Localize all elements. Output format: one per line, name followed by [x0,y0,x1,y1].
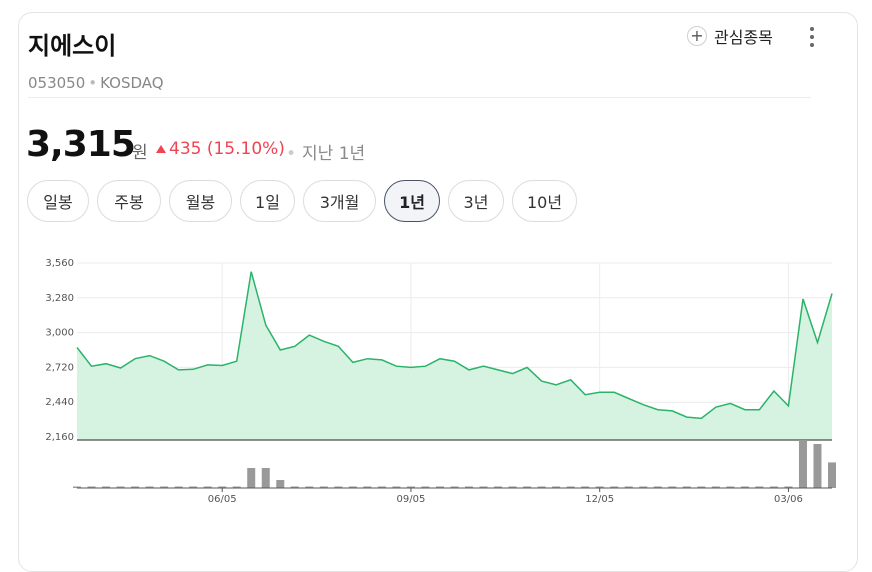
volume-bar [479,486,488,488]
volume-bar [566,486,575,488]
y-tick-label: 2,720 [45,362,74,373]
volume-bar [610,486,619,488]
volume-bar [697,486,706,488]
volume-bar [189,486,198,488]
volume-bar [334,486,343,488]
volume-bar [421,486,430,488]
current-price: 3,315 [26,124,136,165]
volume-bar [305,486,314,488]
favorite-label: 관심종목 [714,28,773,47]
x-tick-label: 09/05 [397,494,426,505]
y-tick-label: 3,560 [45,258,74,269]
volume-bar [348,486,357,488]
y-tick-label: 2,160 [45,432,74,443]
volume-bar [276,480,285,488]
volume-bar [784,486,793,488]
volume-bar [319,486,328,488]
y-tick-label: 3,000 [45,328,74,339]
volume-bar [653,486,662,488]
volume-bar [711,486,720,488]
volume-bar [377,486,386,488]
tab-monthly[interactable]: 월봉 [169,180,232,222]
volume-bar [232,486,241,488]
volume-bar [523,486,532,488]
x-tick-label: 06/05 [208,494,237,505]
volume-bar [552,486,561,488]
volume-bar [87,486,96,488]
y-tick-label: 3,280 [45,293,74,304]
separator-dot: • [88,74,98,92]
tab-10year[interactable]: 10년 [512,180,577,222]
x-tick-label: 03/06 [774,494,803,505]
volume-bar [494,486,503,488]
stock-card [18,12,858,572]
volume-bar [116,486,125,488]
volume-bar [813,444,822,488]
tab-1year[interactable]: 1년 [384,180,440,222]
volume-bar [537,486,546,488]
tab-daily[interactable]: 일봉 [27,180,89,222]
volume-bar [160,486,169,488]
volume-bar [73,486,81,488]
volume-bar [363,486,372,488]
tab-3month[interactable]: 3개월 [303,180,376,222]
volume-bar [668,486,677,488]
volume-bar [508,486,517,488]
volume-bar [639,486,648,488]
volume-bar [595,486,604,488]
volume-bar [740,486,749,488]
volume-bar [247,468,256,488]
volume-bar [145,486,154,488]
price-chart[interactable]: 3,560 3,280 3,000 2,720 2,440 2,160 06/05 09/0… [0,0,872,516]
price-area [77,271,832,440]
volume-bar [174,486,183,488]
volume-bar [261,468,270,488]
volume-bar [102,486,111,488]
y-tick-label: 2,440 [45,397,74,408]
tab-1day[interactable]: 1일 [240,180,295,222]
volume-bar [581,486,590,488]
price-change-value: 435 (15.10%) [169,139,285,159]
period-text: 지난 1년 [302,144,366,164]
plus-icon: + [687,26,707,46]
price-change: 435 (15.10%) [156,139,285,159]
volume-bar [755,486,764,488]
volume-bar [406,486,415,488]
volume-bar [682,486,691,488]
volume-bar [203,486,212,488]
volume-bar [131,486,140,488]
stock-code-line: 053050 • KOSDAQ [28,74,164,92]
volume-bar [392,486,401,488]
volume-bar [450,486,459,488]
volume-bar [798,440,807,488]
volume-bar [435,486,444,488]
up-triangle-icon [156,145,166,153]
price-unit: 원 [132,143,148,163]
header-divider [28,97,811,98]
price-line [76,271,833,420]
period-tabs: 일봉 주봉 월봉 1일 3개월 1년 3년 10년 [27,180,577,222]
market-name: KOSDAQ [100,74,164,92]
volume-bar [465,486,474,488]
favorite-button[interactable]: + 관심종목 [687,24,773,48]
stock-name: 지에스이 [28,32,117,60]
x-tick-label: 12/05 [585,494,614,505]
volume-bar [769,486,778,488]
volume-bar [624,486,633,488]
volume-bar [218,486,227,488]
volume-bar [726,486,735,488]
tab-weekly[interactable]: 주봉 [97,180,161,222]
volume-bar [828,462,836,488]
tab-3year[interactable]: 3년 [448,180,504,222]
volume-bar [290,486,299,488]
stock-code: 053050 [28,74,86,92]
more-vertical-icon[interactable] [806,27,818,47]
period-label: • 지난 1년 [286,144,366,164]
